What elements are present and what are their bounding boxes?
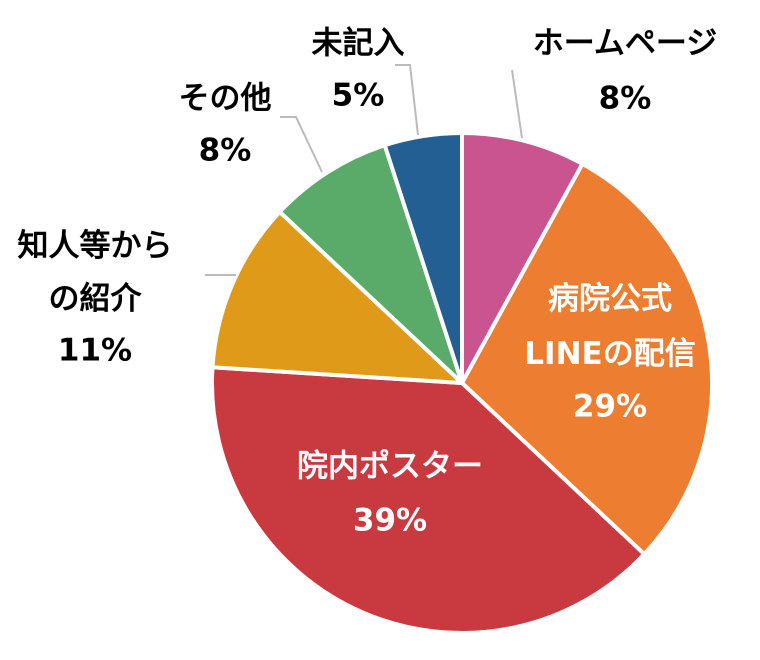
slice-label: 病院公式 LINEの配信 [524, 281, 695, 372]
slice-label: 知人等からの紹介 [18, 228, 173, 317]
value-label: 11% [58, 333, 132, 369]
value-label: 8% [199, 133, 252, 169]
pie-slice [382, 131, 464, 385]
pie-slice [460, 161, 714, 557]
leader-line [280, 116, 323, 173]
slice-label: 未記入 [312, 26, 405, 62]
pie-slice [210, 365, 647, 635]
value-label: 39% [353, 503, 427, 539]
leader-line [511, 69, 523, 139]
value-label: 5% [332, 78, 385, 114]
leader-line [395, 64, 419, 136]
pie-slice [210, 209, 464, 385]
slice-label: ホームページ [533, 26, 717, 62]
pie-slice [460, 131, 585, 385]
slice-label: その他 [179, 81, 272, 117]
value-label: 29% [573, 389, 647, 425]
value-label: 8% [599, 81, 652, 117]
pie-slice [277, 143, 464, 385]
slice-label: 院内ポスター [297, 449, 483, 485]
